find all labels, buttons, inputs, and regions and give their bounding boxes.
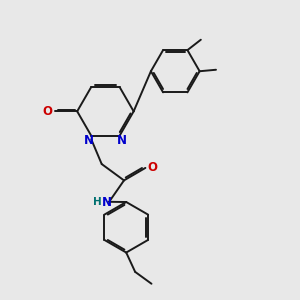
- Text: H: H: [93, 197, 101, 207]
- Text: N: N: [84, 134, 94, 147]
- Text: N: N: [117, 134, 127, 147]
- Text: O: O: [148, 161, 158, 174]
- Text: N: N: [102, 196, 112, 209]
- Text: O: O: [43, 105, 52, 118]
